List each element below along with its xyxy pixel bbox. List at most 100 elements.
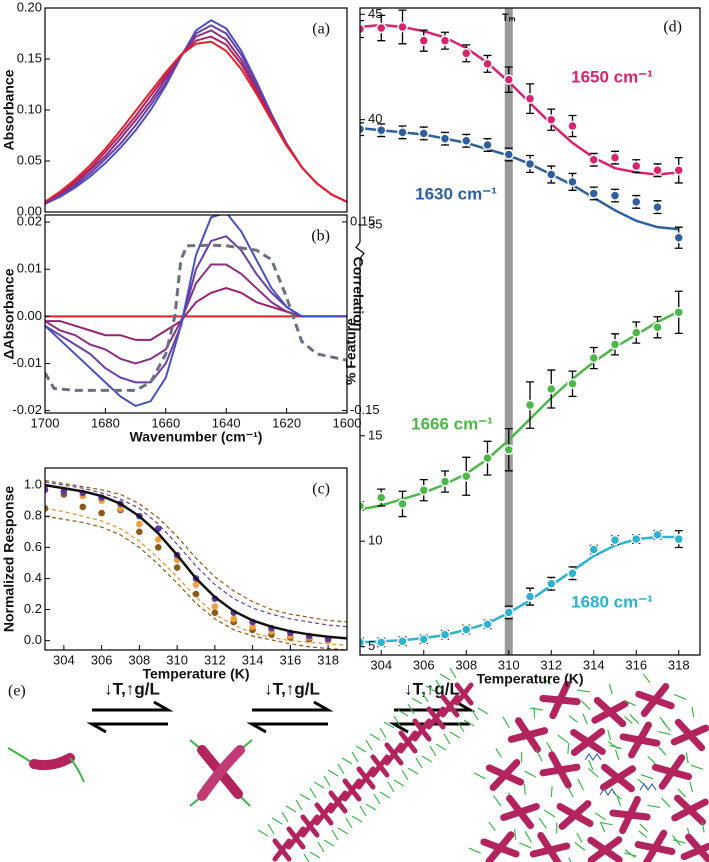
point [360, 23, 366, 35]
network-fringe [672, 821, 709, 862]
scheme: (e) ↓T,↑g/L ↓T,↑g/L ↓T,↑g/L [7, 667, 709, 862]
point [609, 152, 621, 163]
x-tick-label: 304 [53, 652, 75, 667]
point [360, 637, 366, 648]
point [588, 154, 599, 165]
point [631, 196, 642, 208]
x-tick-label: 312 [540, 657, 562, 672]
network-fringe [660, 781, 709, 839]
point [439, 35, 451, 46]
y-axis-title: Normalized Response [1, 486, 17, 632]
point [376, 637, 387, 648]
y-tick-label: 5 [368, 638, 375, 653]
point [192, 581, 200, 588]
y-axis-title: Absorbance [1, 69, 17, 150]
reverse-arrow [388, 722, 470, 734]
lipid [639, 782, 657, 792]
frame [44, 467, 348, 651]
fibril-unit [300, 814, 320, 838]
plot-area [360, 8, 684, 655]
y-tick-label: 0.0 [24, 632, 42, 647]
x-tick-label: 318 [317, 652, 339, 667]
point [631, 533, 642, 545]
series-label: 1680 cm⁻¹ [571, 592, 653, 611]
point [609, 339, 621, 350]
network-unit [670, 718, 709, 752]
network-unit [485, 759, 525, 791]
series-line [45, 263, 347, 365]
network-fringe [624, 823, 686, 862]
point [376, 492, 387, 503]
point [461, 48, 472, 59]
network-unit [529, 831, 571, 862]
frame [359, 7, 701, 656]
fit-line [45, 479, 347, 623]
network-fringe [529, 677, 591, 723]
x-tick-label: 1680 [91, 415, 120, 430]
y-tick-label: 0.15 [17, 50, 42, 65]
network-unit [609, 795, 651, 835]
y-axis-title: % Feature [343, 318, 359, 385]
network-fringe [468, 821, 532, 862]
point [609, 190, 621, 201]
point [418, 633, 429, 645]
point [482, 452, 493, 464]
network-fringe [623, 673, 687, 727]
network-fringe [493, 784, 547, 840]
forward-arrow [394, 700, 476, 712]
x-tick-label: 308 [455, 657, 477, 672]
panel-label: (b) [311, 228, 330, 245]
point [567, 567, 578, 579]
point [588, 544, 599, 555]
network-fringe [609, 715, 671, 765]
point [524, 93, 536, 104]
point [397, 498, 408, 510]
network [468, 673, 709, 862]
fibril-fringe [257, 823, 275, 837]
chart: 5 10 15 35 40 45 304 306 308 310 312 314 316 318 Tₘ 165… [343, 6, 701, 687]
y-tick-label: 0.02 [17, 214, 42, 229]
series-line [45, 40, 347, 203]
point [524, 399, 536, 411]
dimer [189, 739, 253, 807]
arrow-label: ↓T,↑g/L [104, 679, 160, 698]
chart: -0.02 -0.01 0.00 0.01 0.02 0.15 -0.15 1700 1680 1… [1, 213, 380, 445]
point [211, 603, 219, 610]
point [439, 133, 451, 144]
point [567, 176, 578, 188]
point [397, 636, 408, 647]
point [117, 505, 124, 512]
monomer [7, 747, 85, 783]
point [588, 188, 599, 199]
fibril-fringe [341, 751, 391, 805]
panel-label: (e) [8, 683, 26, 700]
point [631, 160, 642, 172]
point [631, 327, 642, 338]
point [609, 534, 621, 546]
chart: 0.00 0.05 0.10 0.15 0.20 (a) Absorbance [1, 0, 348, 218]
fibril-unit [440, 694, 460, 718]
x-tick-label: 310 [498, 657, 520, 672]
frame [44, 7, 348, 213]
x-axis-title: Wavenumber (cm⁻¹) [130, 429, 263, 445]
x-tick-label: 1620 [272, 415, 301, 430]
point [45, 505, 49, 512]
network-fringe [557, 713, 619, 771]
point [503, 607, 514, 618]
point [439, 476, 451, 487]
axis-break [355, 241, 365, 259]
point [546, 169, 557, 180]
point [652, 201, 663, 213]
network-fringe [661, 706, 709, 764]
fibril [257, 667, 489, 862]
x-tick-label: 316 [280, 652, 302, 667]
network-unit [480, 831, 520, 862]
y-tick-label: 35 [368, 217, 382, 232]
point [503, 444, 514, 455]
fit-line [360, 126, 679, 231]
fit-line [45, 515, 347, 650]
point [652, 322, 663, 333]
y-tick-label: 0.4 [24, 570, 42, 585]
network-fringe [544, 787, 606, 843]
